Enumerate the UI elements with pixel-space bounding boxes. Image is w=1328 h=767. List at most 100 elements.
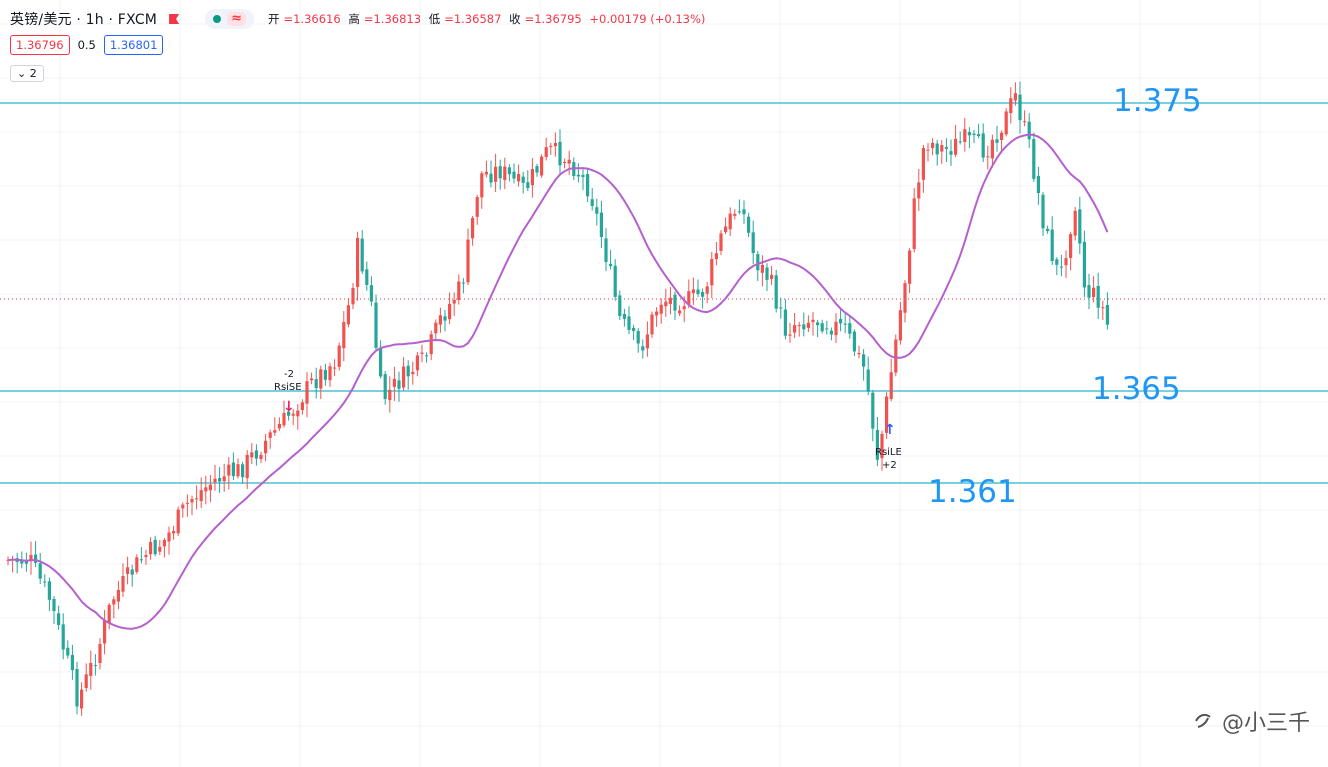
- candle-body-up: [208, 484, 212, 491]
- candle-body-up: [917, 182, 921, 199]
- buy-signal-arrow-icon[interactable]: ↑: [884, 422, 896, 438]
- candle-body-up: [898, 310, 902, 341]
- candle-body-up: [103, 620, 107, 644]
- candle-body-up: [144, 555, 148, 558]
- candle-body-down: [1087, 285, 1091, 298]
- candle-body-up: [517, 173, 521, 182]
- candle-body-down: [590, 199, 594, 207]
- candle-body-up: [296, 410, 300, 417]
- rsi-long-qty: +2: [882, 460, 897, 471]
- candle-body-up: [954, 138, 958, 155]
- flag-icon[interactable]: [169, 14, 180, 24]
- candle-body-down: [512, 171, 516, 179]
- candle-body-down: [20, 559, 24, 564]
- candle-body-up: [112, 599, 116, 605]
- candle-body-up: [429, 334, 433, 355]
- candle-body-up: [650, 314, 654, 335]
- candle-body-up: [719, 233, 723, 251]
- candle-body-up: [337, 345, 341, 367]
- candle-body-down: [816, 322, 820, 326]
- candle-body-up: [549, 145, 553, 147]
- candle-body-up: [319, 369, 323, 389]
- candle-body-up: [912, 198, 916, 250]
- candle-body-down: [61, 624, 65, 650]
- candle-body-down: [374, 302, 378, 348]
- candle-body-down: [507, 167, 511, 175]
- delayed-data-icon: ≈: [227, 12, 246, 26]
- candle-body-up: [894, 339, 898, 373]
- indicator-count: 2: [29, 67, 37, 80]
- candle-body-up: [714, 253, 718, 260]
- candle-body-up: [1009, 98, 1013, 114]
- candle-body-up: [484, 171, 488, 175]
- indicators-toggle-button[interactable]: ⌄ 2: [10, 65, 44, 82]
- candle-body-up: [213, 478, 217, 483]
- candle-body-down: [977, 134, 981, 137]
- candle-body-up: [222, 476, 226, 482]
- watermark-text: @小三千: [1221, 711, 1310, 736]
- candle-body-up: [259, 454, 263, 460]
- candle-body-up: [351, 287, 355, 305]
- market-status-pill[interactable]: ≈: [205, 9, 254, 29]
- candle-body-down: [636, 331, 640, 344]
- candle-body-down: [66, 647, 70, 656]
- candle-body-down: [43, 581, 47, 583]
- candle-body-up: [1023, 121, 1027, 123]
- candle-body-up: [195, 498, 199, 500]
- candle-body-down: [526, 182, 530, 189]
- candle-body-up: [328, 366, 332, 381]
- candle-body-down: [701, 291, 705, 297]
- candle-body-up: [908, 250, 912, 284]
- candle-body-down: [581, 174, 585, 178]
- candle-body-up: [149, 541, 153, 555]
- candle-body-down: [972, 133, 976, 136]
- candle-body-down: [696, 289, 700, 295]
- chevron-down-icon: ⌄: [17, 67, 27, 80]
- candle-body-up: [29, 554, 33, 562]
- candle-body-down: [406, 365, 410, 377]
- candle-body-down: [747, 216, 751, 233]
- candle-body-down: [981, 133, 985, 158]
- candle-body-up: [788, 334, 792, 336]
- candle-body-up: [659, 304, 663, 314]
- candle-body-up: [388, 389, 392, 401]
- candle-body-down: [241, 464, 245, 478]
- candle-body-up: [1092, 287, 1096, 298]
- candle-body-up: [107, 604, 111, 623]
- high-label: 高: [348, 12, 360, 26]
- candle-body-down: [47, 581, 51, 600]
- candle-body-down: [995, 139, 999, 143]
- candle-body-down: [360, 238, 364, 272]
- candle-body-up: [682, 306, 686, 310]
- chart-header: 英镑/美元 · 1h · FXCM ≈ 开 =1.36616 高 =1.36813 …: [10, 9, 709, 29]
- candle-body-down: [609, 263, 613, 267]
- candle-body-up: [668, 297, 672, 304]
- candle-body-down: [875, 429, 879, 460]
- symbol-title[interactable]: 英镑/美元 · 1h · FXCM: [10, 12, 158, 28]
- candle-body-up: [553, 143, 557, 147]
- candle-body-down: [843, 323, 847, 325]
- candle-body-up: [724, 226, 728, 233]
- candle-body-down: [613, 265, 617, 297]
- candle-body-down: [70, 655, 74, 671]
- candle-body-up: [990, 139, 994, 159]
- candle-body-down: [871, 392, 875, 429]
- candle-body-up: [181, 504, 185, 509]
- candle-body-up: [80, 689, 84, 709]
- buy-price-button[interactable]: 1.36801: [103, 35, 164, 55]
- candle-body-up: [333, 367, 337, 369]
- candle-body-up: [471, 217, 475, 239]
- candle-body-up: [158, 546, 162, 552]
- candle-body-down: [1027, 121, 1031, 140]
- candle-body-down: [949, 151, 953, 155]
- candle-body-down: [1059, 266, 1063, 268]
- candle-body-down: [1046, 228, 1050, 232]
- candle-body-down: [958, 141, 962, 143]
- candle-body-up: [438, 315, 442, 325]
- candle-body-up: [457, 281, 461, 300]
- candle-body-up: [172, 531, 176, 534]
- candle-body-down: [443, 316, 447, 321]
- sell-signal-arrow-icon[interactable]: ↓: [283, 399, 295, 415]
- sell-price-button[interactable]: 1.36796: [10, 35, 70, 55]
